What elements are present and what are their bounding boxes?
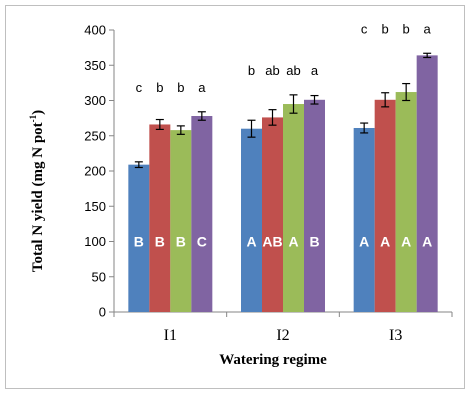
bar-group-letter: A — [380, 234, 390, 250]
significance-letter: a — [424, 21, 432, 36]
significance-letter: b — [156, 80, 163, 95]
bar — [374, 99, 396, 312]
x-tick-label: I1 — [164, 327, 177, 344]
bar-group-letter: B — [309, 234, 319, 250]
significance-letter: b — [403, 21, 410, 36]
y-axis-title-superscript: -1 — [28, 114, 38, 122]
y-tick-label: 0 — [99, 305, 106, 320]
significance-letter: b — [382, 21, 389, 36]
x-tick-label: I2 — [276, 327, 289, 344]
y-tick-label: 400 — [84, 23, 106, 38]
y-tick-label: 50 — [92, 269, 106, 284]
significance-letter: a — [198, 80, 206, 95]
y-tick-label: 200 — [84, 164, 106, 179]
axes: 0 50 100 150 200 250 300 350 400 — [84, 23, 453, 320]
y-axis-title-main: Total N yield (mg N pot — [30, 122, 46, 272]
bar-group-letter: A — [246, 234, 256, 250]
y-axis-title-close: ) — [30, 110, 46, 115]
bar — [395, 92, 417, 312]
significance-letter: c — [136, 80, 143, 95]
bars — [128, 52, 438, 313]
bar — [149, 124, 171, 312]
bar — [283, 104, 304, 313]
y-tick-label: 100 — [84, 234, 106, 249]
y-tick-label: 350 — [84, 58, 106, 73]
bar — [353, 127, 375, 313]
bar-group-letter: B — [176, 234, 186, 250]
bar-group-letter: A — [288, 234, 298, 250]
significance-letter: b — [248, 63, 255, 78]
bar-group-letter: A — [401, 234, 411, 250]
y-tick-label: 300 — [84, 93, 106, 108]
significance-letter: c — [361, 21, 368, 36]
y-tick-label: 150 — [84, 199, 106, 214]
bar — [128, 164, 150, 312]
bar — [304, 99, 325, 312]
x-tick-label: I3 — [389, 327, 402, 344]
significance-letter: ab — [286, 63, 300, 78]
bar-group-letter: B — [155, 234, 165, 250]
bar — [170, 130, 192, 312]
x-axis-title: Watering regime — [219, 352, 327, 368]
bar-group-letter: B — [134, 234, 144, 250]
bar-group-letter: C — [197, 234, 207, 250]
significance-letter: a — [311, 63, 319, 78]
bar-group-letter: AB — [262, 234, 282, 250]
significance-letter: ab — [265, 63, 279, 78]
bar-group-letter: A — [422, 234, 432, 250]
bar — [262, 117, 283, 312]
bar — [241, 128, 262, 312]
y-axis-title: Total N yield (mg N pot-1) — [28, 110, 46, 272]
y-tick-label: 250 — [84, 128, 106, 143]
bar — [191, 116, 213, 312]
significance-letter: b — [177, 80, 184, 95]
bar — [416, 55, 438, 312]
bar-group-letter: A — [359, 234, 369, 250]
